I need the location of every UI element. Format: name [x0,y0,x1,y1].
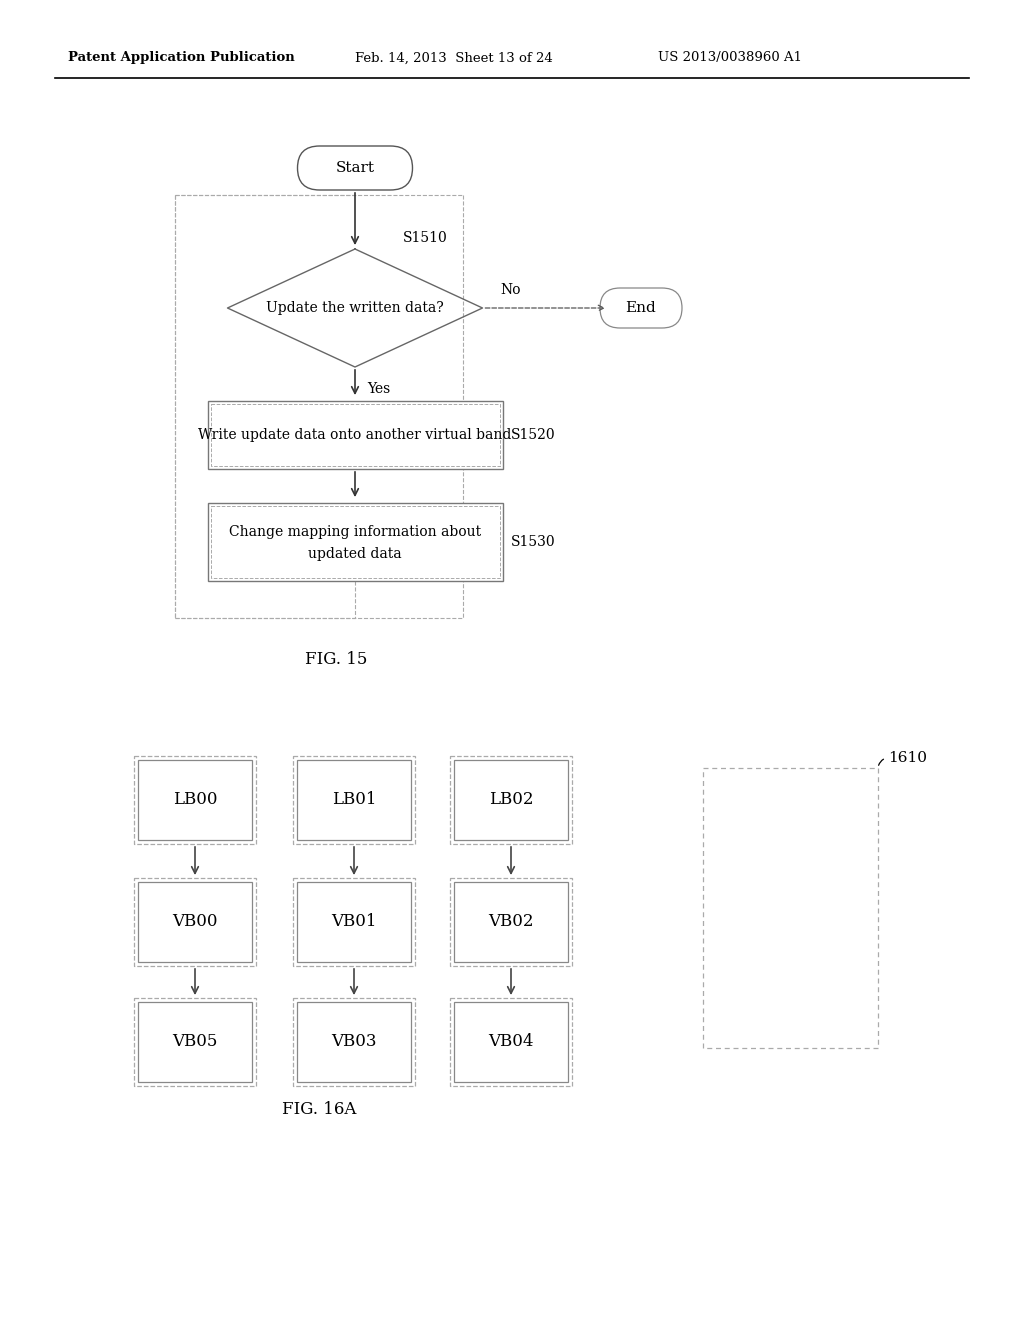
Bar [293,998,415,1086]
Text: Update the written data?: Update the written data? [266,301,443,315]
Bar [134,878,256,966]
Text: End: End [626,301,656,315]
Bar [134,998,256,1086]
Text: VB03: VB03 [331,1034,377,1051]
Text: Yes: Yes [367,381,390,396]
Bar [293,756,415,843]
Bar [134,756,256,843]
Text: 1610: 1610 [888,751,927,766]
Text: VB02: VB02 [488,913,534,931]
Bar [208,401,503,469]
Text: VB01: VB01 [331,913,377,931]
Text: Feb. 14, 2013  Sheet 13 of 24: Feb. 14, 2013 Sheet 13 of 24 [355,51,553,65]
Text: S1510: S1510 [403,231,447,246]
Bar [450,756,572,843]
Text: VB05: VB05 [172,1034,218,1051]
Bar [454,1002,568,1082]
Bar [138,760,252,840]
Text: VB00: VB00 [172,913,218,931]
Bar [450,998,572,1086]
Text: Write update data onto another virtual band: Write update data onto another virtual b… [199,428,512,442]
Bar [454,760,568,840]
Text: LB02: LB02 [488,792,534,808]
Text: LB00: LB00 [173,792,217,808]
Text: Change mapping information about: Change mapping information about [229,525,481,539]
Bar [703,768,878,1048]
Bar [211,506,500,578]
Text: S1520: S1520 [511,428,555,442]
Text: VB04: VB04 [488,1034,534,1051]
Bar [211,404,500,466]
FancyBboxPatch shape [600,288,682,327]
Text: S1530: S1530 [511,535,555,549]
Text: FIG. 16A: FIG. 16A [282,1101,356,1118]
Bar [138,1002,252,1082]
Bar [454,882,568,962]
Text: No: No [501,282,521,297]
Bar [297,882,411,962]
FancyBboxPatch shape [298,147,413,190]
Bar [297,760,411,840]
Text: Start: Start [336,161,375,176]
Bar [138,882,252,962]
Bar [297,1002,411,1082]
Text: updated data: updated data [308,546,401,561]
Bar [208,503,503,581]
Text: US 2013/0038960 A1: US 2013/0038960 A1 [658,51,802,65]
Text: FIG. 15: FIG. 15 [305,652,368,668]
Text: Patent Application Publication: Patent Application Publication [68,51,295,65]
Bar [293,878,415,966]
Text: LB01: LB01 [332,792,376,808]
Bar [450,878,572,966]
